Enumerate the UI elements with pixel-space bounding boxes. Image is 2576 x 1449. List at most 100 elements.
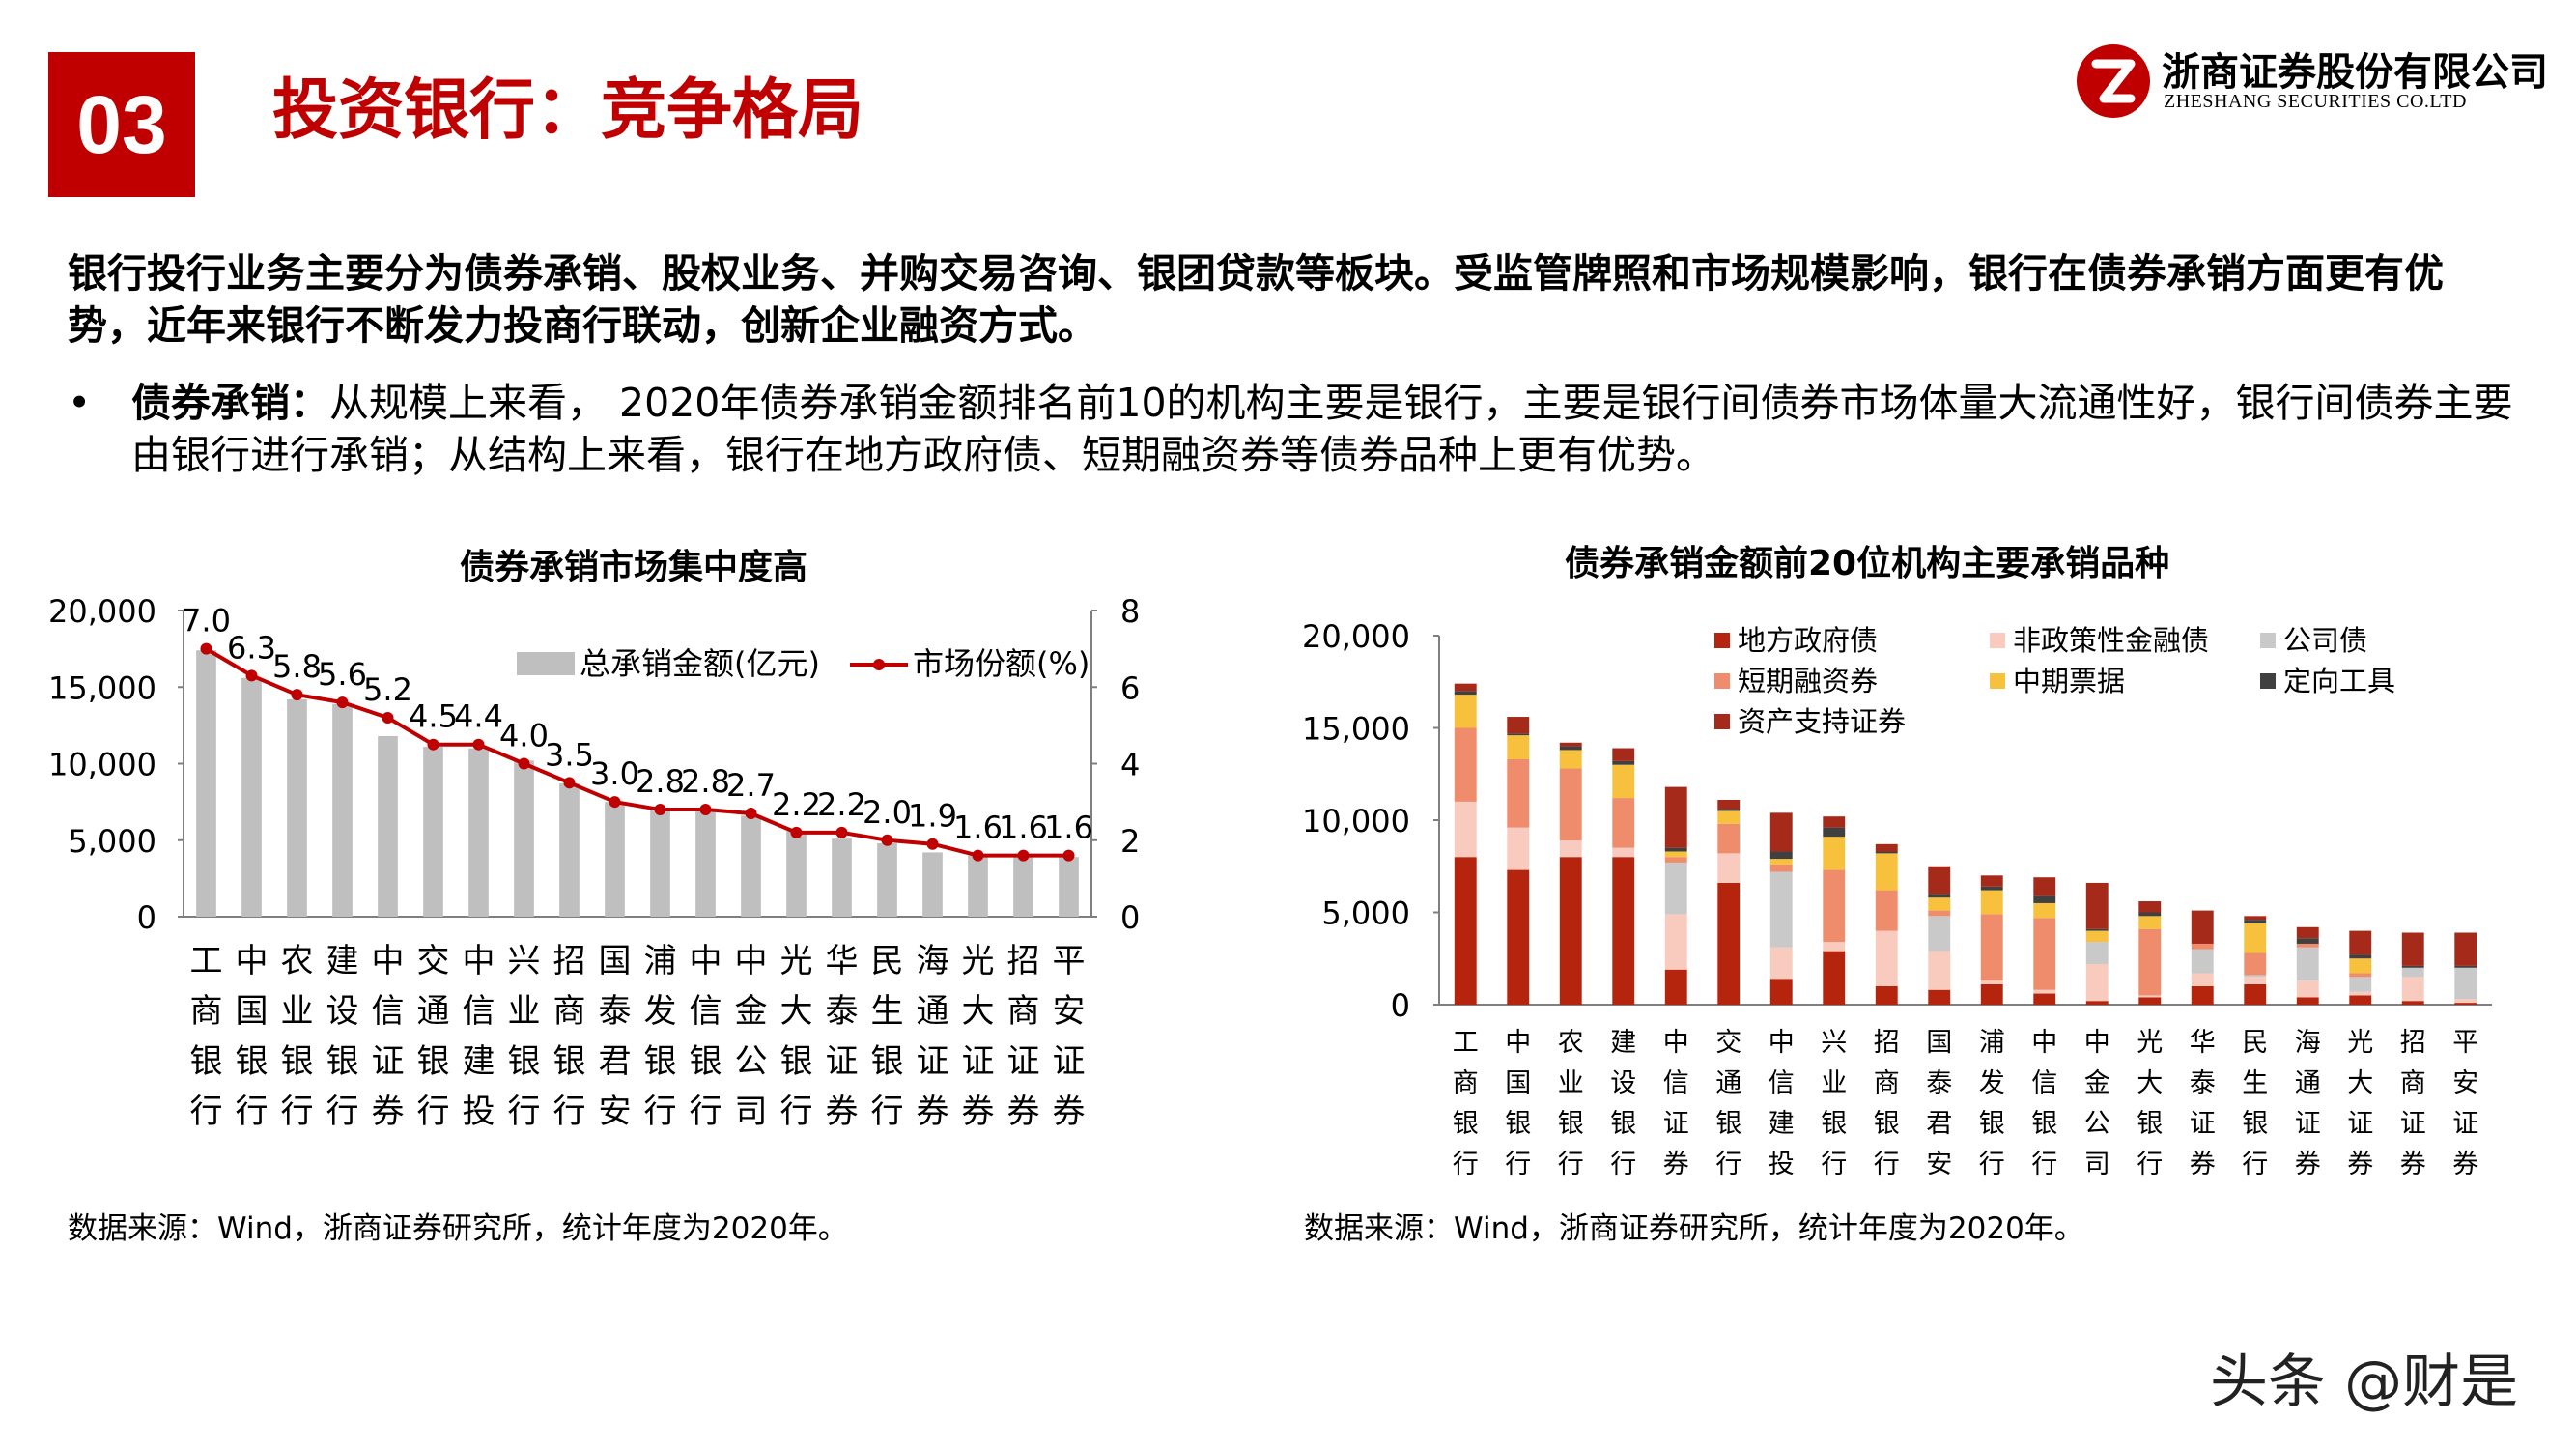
x-category-label: 银: [644, 1042, 677, 1081]
x-category-label: 行: [1610, 1150, 1636, 1179]
x-category-label: 业: [1821, 1068, 1847, 1098]
x-category-label: 券: [1663, 1150, 1689, 1179]
bullet-item: • 债券承销：从规模上来看， 2020年债券承销金额排名前10的机构主要是银行，…: [68, 377, 2521, 481]
legend-swatch-line-marker: [873, 659, 885, 670]
x-category-label: 证: [2400, 1109, 2426, 1139]
x-category-label: 通: [417, 992, 450, 1031]
x-category-label: 生: [871, 992, 904, 1031]
bar-total-underwriting: [695, 810, 716, 917]
x-category-label: 建: [1769, 1109, 1795, 1139]
data-label-market-share: 2.2: [772, 786, 821, 823]
data-label-market-share: 2.8: [636, 763, 685, 800]
bar-total-underwriting: [241, 677, 262, 917]
stacked-bar-segment: [2349, 977, 2372, 992]
x-category-label: 大: [2347, 1068, 2373, 1098]
legend-label: 定向工具: [2283, 665, 2395, 697]
x-category-label: 投: [463, 1093, 495, 1131]
stacked-bar-segment: [2191, 949, 2214, 974]
x-category-label: 证: [2190, 1109, 2216, 1139]
x-category-label: 生: [2242, 1068, 2268, 1098]
stacked-bar-segment: [2454, 965, 2477, 968]
stacked-bar-segment: [2191, 943, 2214, 950]
stacked-bar-segment: [2349, 930, 2372, 955]
y-right-tick-label: 4: [1120, 747, 1140, 783]
data-label-market-share: 4.4: [454, 698, 503, 735]
stacked-bar-segment: [1717, 799, 1741, 810]
stacked-bar-segment: [1769, 871, 1793, 948]
x-category-label: 泰: [826, 992, 859, 1031]
data-label-market-share: 2.8: [681, 763, 730, 800]
stacked-bar-segment: [2401, 1001, 2424, 1005]
y-right-tick-label: 8: [1120, 593, 1140, 630]
x-category-label: 证: [1007, 1042, 1040, 1081]
stacked-bar-segment: [1875, 843, 1898, 852]
company-logo-icon: [2077, 44, 2150, 118]
y-tick-label: 20,000: [1302, 618, 1410, 655]
stacked-bar-segment: [1769, 864, 1793, 872]
x-category-label: 司: [735, 1093, 768, 1131]
stacked-bar-segment: [1664, 969, 1687, 1005]
x-category-label: 行: [553, 1093, 586, 1131]
x-category-label: 安: [2452, 1068, 2478, 1098]
x-category-label: 投: [1769, 1150, 1795, 1179]
stacked-bar-segment: [2244, 975, 2267, 978]
x-category-label: 行: [780, 1093, 813, 1131]
stacked-bar-segment: [2085, 882, 2109, 929]
stacked-bar-segment: [1612, 764, 1635, 799]
stacked-bar-segment: [2085, 942, 2109, 964]
x-category-label: 交: [417, 942, 450, 980]
y-tick-label: 15,000: [1302, 711, 1410, 748]
x-category-label: 交: [1715, 1028, 1741, 1058]
x-category-label: 大: [780, 992, 813, 1031]
stacked-bar-segment: [1664, 847, 1687, 852]
bar-total-underwriting: [287, 698, 307, 917]
x-category-label: 光: [2347, 1028, 2373, 1058]
x-category-label: 行: [1453, 1150, 1479, 1179]
x-category-label: 大: [962, 992, 995, 1031]
x-category-label: 安: [599, 1093, 632, 1131]
right-chart: 05,00010,00015,00020,000工商银行中国银行农业银行建设银行…: [1302, 618, 2492, 1179]
stacked-bar-segment: [2244, 923, 2267, 953]
stacked-bar-segment: [1928, 916, 1951, 952]
x-category-label: 行: [1874, 1150, 1900, 1179]
x-category-label: 信: [1663, 1068, 1689, 1098]
bar-total-underwriting: [559, 783, 580, 917]
x-category-label: 金: [2084, 1068, 2110, 1098]
stacked-bar-segment: [1612, 798, 1635, 848]
data-label-market-share: 5.6: [318, 656, 367, 693]
line-point-market-share: [972, 849, 984, 862]
stacked-bar-segment: [2191, 910, 2214, 944]
intro-paragraph: 银行投行业务主要分为债券承销、股权业务、并购交易咨询、银团贷款等板块。受监管牌照…: [68, 250, 2444, 349]
stacked-bar-segment: [1507, 735, 1530, 759]
bar-total-underwriting: [378, 735, 398, 917]
x-category-label: 银: [417, 1042, 450, 1081]
x-category-label: 银: [1505, 1109, 1531, 1139]
x-category-label: 中: [372, 942, 405, 980]
x-category-label: 券: [1053, 1093, 1086, 1131]
bullet-text: 债券承销：从规模上来看， 2020年债券承销金额排名前10的机构主要是银行，主要…: [131, 377, 2521, 481]
stacked-bar-segment: [1454, 695, 1477, 728]
legend-label: 短期融资券: [1738, 665, 1878, 697]
x-category-label: 行: [1558, 1150, 1584, 1179]
y-left-tick-label: 5,000: [68, 823, 156, 860]
x-category-label: 券: [962, 1093, 995, 1131]
stacked-bar-segment: [1928, 866, 1951, 895]
stacked-bar-segment: [1928, 894, 1951, 898]
line-point-market-share: [563, 777, 576, 789]
x-category-label: 中: [463, 942, 495, 980]
x-category-label: 信: [1769, 1068, 1795, 1098]
bar-total-underwriting: [877, 842, 897, 917]
line-point-market-share: [1062, 849, 1075, 862]
stacked-bar-segment: [1928, 989, 1951, 1005]
x-category-label: 民: [2242, 1028, 2268, 1058]
stacked-bar-segment: [2454, 999, 2477, 1004]
x-category-label: 行: [281, 1093, 314, 1131]
x-category-label: 证: [372, 1042, 405, 1081]
stacked-bar-segment: [2244, 916, 2267, 921]
x-category-label: 业: [1558, 1068, 1584, 1098]
y-left-tick-label: 20,000: [48, 593, 156, 630]
stacked-bar-segment: [2085, 963, 2109, 1002]
line-point-market-share: [654, 804, 666, 816]
data-label-market-share: 2.7: [726, 767, 776, 804]
data-label-market-share: 1.9: [908, 798, 957, 835]
